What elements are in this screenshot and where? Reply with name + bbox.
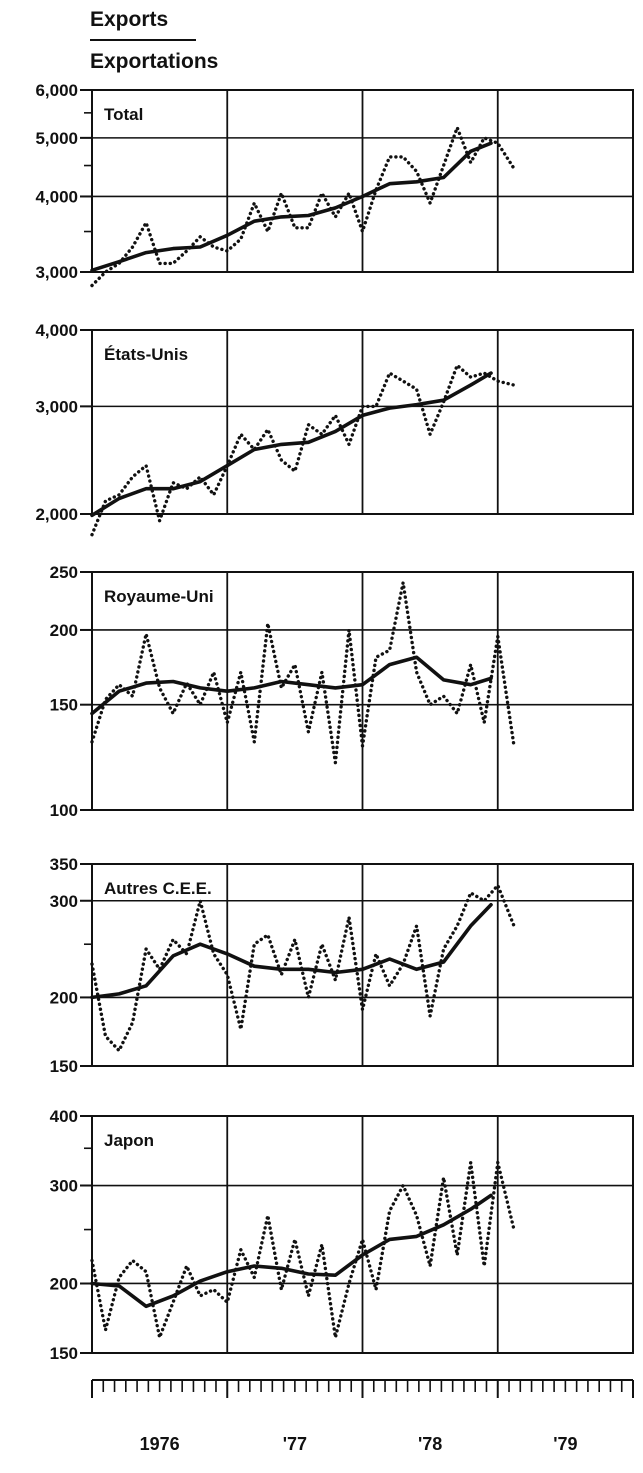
panel-autres-c-e-e: 150 200 300 350 Autres C.E.E. [50,855,634,1076]
header-exports: Exports [90,8,168,31]
panel-etats-unis: 2,000 3,000 4,000 États-Unis [35,321,634,537]
chart-panels: 3,000 4,000 5,000 6,000 Total 2,000 3,000 4,000… [35,81,634,1363]
y-tick-label: 300 [50,892,78,911]
x-axis: 1976 '77 '78 '79 [91,1379,634,1454]
series-dotted-line [90,363,516,537]
y-tick-label: 150 [50,696,78,715]
y-tick-label: 200 [50,1274,78,1293]
panel-title: Japon [104,1131,154,1150]
x-tick-label: '78 [418,1434,442,1454]
y-tick-label: 300 [50,1177,78,1196]
y-tick-label: 250 [50,563,78,582]
series-solid-line [90,371,493,518]
y-tick-label: 6,000 [35,81,78,100]
x-tick-label: 1976 [140,1434,180,1454]
y-tick-label: 3,000 [35,263,78,282]
series-dotted-line [90,125,516,288]
y-tick-label: 200 [50,621,78,640]
y-tick-label: 4,000 [35,187,78,206]
y-tick-label: 150 [50,1344,78,1363]
panel-total: 3,000 4,000 5,000 6,000 Total [35,81,634,288]
y-tick-label: 4,000 [35,321,78,340]
y-tick-label: 350 [50,855,78,874]
series-solid-line [90,141,493,273]
series-dotted-line [90,1160,516,1340]
panel-title: Autres C.E.E. [104,879,212,898]
x-tick-label: '77 [283,1434,307,1454]
y-tick-label: 100 [50,801,78,820]
header-exportations: Exportations [90,50,218,73]
panel-title: Total [104,105,143,124]
series-dotted-line [90,580,516,765]
series-solid-line [90,655,493,716]
y-tick-label: 200 [50,988,78,1007]
x-tick-label: '79 [553,1434,577,1454]
y-tick-label: 2,000 [35,505,78,524]
panel-title: États-Unis [104,345,188,364]
y-tick-label: 150 [50,1057,78,1076]
series-solid-line [90,902,493,1000]
series-solid-line [90,1193,493,1309]
panel-japon: 150 200 300 400 Japon [50,1107,634,1363]
y-tick-label: 3,000 [35,397,78,416]
y-tick-label: 5,000 [35,129,78,148]
panel-title: Royaume-Uni [104,587,214,606]
panel-royaume-uni: 100 150 200 250 Royaume-Uni [50,563,634,820]
y-tick-label: 400 [50,1107,78,1126]
